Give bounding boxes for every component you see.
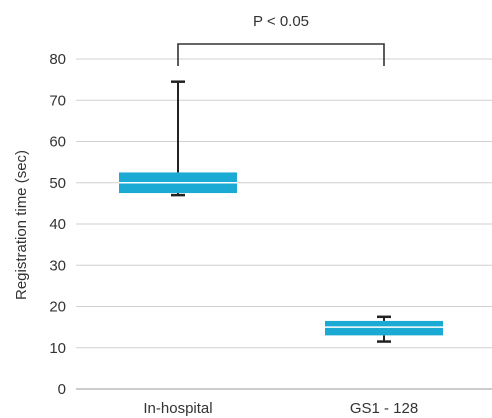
y-tick-label: 50 [49, 175, 66, 192]
p-value-label: P < 0.05 [253, 13, 309, 30]
y-tick-label: 30 [49, 257, 66, 274]
y-axis-ticks: 0 10 20 30 40 50 60 70 80 [49, 51, 66, 398]
box-0 [119, 80, 237, 197]
significance-bracket [177, 43, 385, 66]
boxes [119, 80, 443, 343]
y-tick-label: 20 [49, 299, 66, 316]
significance-annotation: P < 0.05 [177, 13, 385, 66]
y-tick-label: 0 [58, 381, 66, 398]
y-tick-label: 60 [49, 134, 66, 151]
y-axis-label: Registration time (sec) [13, 150, 30, 300]
iqr-box [325, 320, 443, 336]
y-tick-label: 40 [49, 216, 66, 233]
x-category-label: In-hospital [143, 400, 212, 417]
y-tick-label: 10 [49, 340, 66, 357]
box-1 [325, 315, 443, 343]
x-axis-categories: In-hospital GS1 - 128 [143, 400, 418, 417]
y-tick-label: 80 [49, 51, 66, 68]
y-tick-label: 70 [49, 92, 66, 109]
grid-lines [76, 58, 492, 349]
x-category-label: GS1 - 128 [350, 400, 418, 417]
